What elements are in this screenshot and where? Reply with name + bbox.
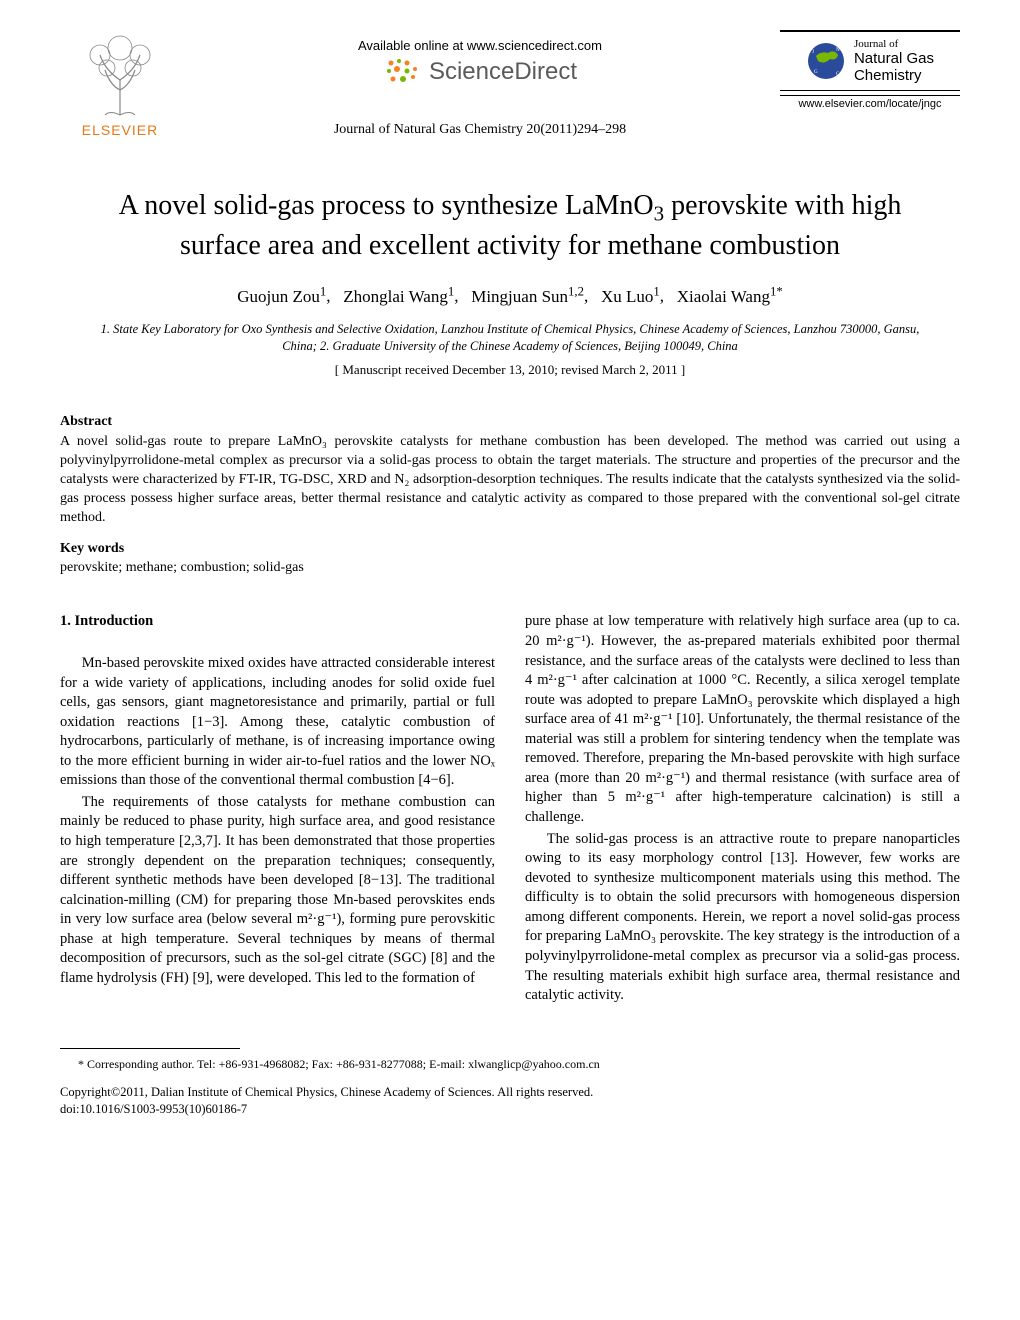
author: Xu Luo1 — [601, 287, 660, 306]
affiliations: 1. State Key Laboratory for Oxo Synthesi… — [90, 321, 930, 356]
paragraph: The solid-gas process is an attractive r… — [525, 830, 960, 1006]
paragraph: Mn-based perovskite mixed oxides have at… — [60, 654, 495, 791]
authors-list: Guojun Zou1, Zhonglai Wang1, Mingjuan Su… — [60, 284, 960, 307]
page: ELSEVIER Available online at www.science… — [0, 0, 1020, 1159]
svg-text:G: G — [814, 70, 818, 75]
introduction-heading: 1. Introduction — [60, 612, 495, 632]
journal-url: www.elsevier.com/locate/jngc — [780, 98, 960, 110]
keywords-label: Key words — [60, 541, 960, 557]
author: Xiaolai Wang1* — [677, 287, 783, 306]
footnote-separator — [60, 1048, 240, 1049]
manuscript-dates: [ Manuscript received December 13, 2010;… — [60, 362, 960, 378]
available-online-text: Available online at www.sciencedirect.co… — [180, 38, 780, 53]
copyright-block: Copyright©2011, Dalian Institute of Chem… — [60, 1084, 960, 1119]
abstract-text: A novel solid-gas route to prepare LaMnO… — [60, 433, 960, 527]
doi-line: doi:10.1016/S1003-9953(10)60186-7 — [60, 1102, 247, 1116]
natural-gas-text: Natural Gas — [854, 50, 934, 67]
corresponding-author-footnote: * Corresponding author. Tel: +86-931-496… — [78, 1057, 960, 1072]
article-title: A novel solid-gas process to synthesize … — [100, 188, 920, 264]
keywords-text: perovskite; methane; combustion; solid-g… — [60, 560, 960, 576]
svg-text:N: N — [836, 48, 840, 53]
elsevier-logo-block: ELSEVIER — [60, 30, 180, 138]
header-center: Available online at www.sciencedirect.co… — [180, 30, 780, 138]
journal-of-text: Journal of — [854, 38, 898, 50]
sciencedirect-dots-icon — [383, 57, 423, 87]
author: Guojun Zou1 — [237, 287, 326, 306]
author: Zhonglai Wang1 — [343, 287, 454, 306]
copyright-line: Copyright©2011, Dalian Institute of Chem… — [60, 1085, 593, 1099]
paragraph: pure phase at low temperature with relat… — [525, 612, 960, 827]
abstract-label: Abstract — [60, 414, 960, 430]
body-columns: 1. Introduction Mn-based perovskite mixe… — [60, 612, 960, 1007]
sciencedirect-logo: ScienceDirect — [383, 57, 577, 87]
header: ELSEVIER Available online at www.science… — [60, 30, 960, 138]
journal-reference: Journal of Natural Gas Chemistry 20(2011… — [180, 122, 780, 138]
globe-icon: J N G C — [806, 41, 846, 81]
sciencedirect-text: ScienceDirect — [429, 58, 577, 86]
column-right: pure phase at low temperature with relat… — [525, 612, 960, 1007]
author: Mingjuan Sun1,2 — [471, 287, 584, 306]
svg-text:J: J — [812, 50, 814, 55]
chemistry-text: Chemistry — [854, 67, 922, 84]
column-left: 1. Introduction Mn-based perovskite mixe… — [60, 612, 495, 1007]
journal-badge-title: Journal of Natural Gas Chemistry — [854, 38, 934, 84]
journal-badge: J N G C Journal of Natural Gas Chemistry… — [780, 30, 960, 110]
elsevier-tree-icon — [75, 30, 165, 120]
journal-badge-box: J N G C Journal of Natural Gas Chemistry — [780, 30, 960, 91]
paragraph: The requirements of those catalysts for … — [60, 793, 495, 989]
elsevier-label: ELSEVIER — [60, 122, 180, 138]
